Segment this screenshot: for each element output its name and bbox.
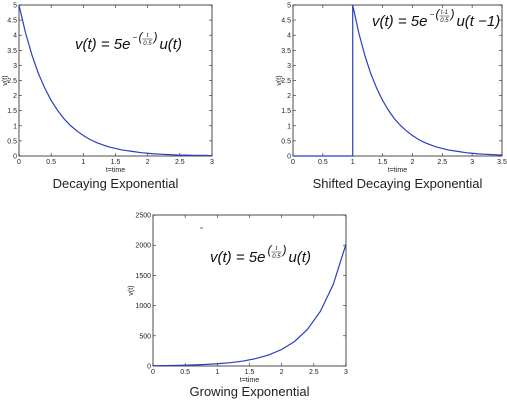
equation-tail: u(t) — [288, 249, 311, 266]
x-tick-label: 3 — [210, 159, 214, 166]
y-axis-label: v(t) — [276, 75, 283, 85]
equation-lead: v(t) = 5e — [210, 249, 265, 266]
chart-title: Shifted Decaying Exponential — [313, 176, 483, 191]
y-tick-label: 1.5 — [281, 108, 291, 115]
x-tick-label: 0 — [291, 159, 295, 166]
y-tick-label: 5 — [287, 3, 291, 10]
y-tick-label: 4.5 — [7, 18, 17, 25]
chart-growing-exponential: 0 0.5 1 1.5 2 2.5 3 0 500 1000 1500 2000 2500 t=time v… — [128, 213, 348, 400]
x-tick-label: 3 — [344, 369, 348, 376]
x-tick-label: 1.5 — [111, 159, 121, 166]
y-tick-label: 0 — [147, 364, 151, 371]
exponent-sign: − — [429, 10, 434, 19]
chart-shifted-decaying-exponential: 0 0.5 1 1.5 2 2.5 3 3.5 0 0.5 1 1.5 2 2.5 3 3.5 4 4.5 5 t=t… — [276, 3, 507, 192]
chart-title: Decaying Exponential — [53, 176, 179, 191]
series-line — [152, 243, 347, 367]
x-tick-label: 3 — [470, 159, 474, 166]
y-tick-label: 0.5 — [281, 138, 291, 145]
x-tick-label: 0 — [151, 369, 155, 376]
y-tick-label: 3.5 — [7, 48, 17, 55]
series-line — [18, 4, 213, 157]
x-tick-label: 0.5 — [318, 159, 328, 166]
y-tick-label: 4 — [13, 33, 17, 40]
y-tick-label: 2500 — [135, 213, 151, 220]
equation-tail: u(t −1) — [456, 13, 500, 30]
exponent-numerator: t — [147, 33, 149, 39]
x-tick-label: 1 — [81, 159, 85, 166]
y-tick-label: 1.5 — [7, 108, 17, 115]
y-tick-label: 2 — [13, 93, 17, 100]
exponent-denominator: 0.5 — [440, 18, 449, 24]
exponent-denominator: 0.5 — [143, 41, 152, 47]
x-tick-label: 2 — [410, 159, 414, 166]
exponent-numerator: t-1 — [441, 10, 448, 16]
x-axis-label: t=time — [240, 377, 259, 384]
x-tick-label: 2.5 — [437, 159, 447, 166]
y-tick-label: 3.5 — [281, 48, 291, 55]
exponent-sign: − — [132, 33, 137, 42]
y-axis-label: v(t) — [2, 75, 9, 85]
equation-tail: u(t) — [159, 36, 182, 53]
x-axis-label: t=time — [388, 167, 407, 174]
chart-title: Growing Exponential — [190, 384, 310, 399]
y-tick-label: 3 — [13, 63, 17, 70]
equation-lead: v(t) = 5e — [75, 36, 130, 53]
y-tick-label: 2 — [287, 93, 291, 100]
x-tick-label: 1 — [351, 159, 355, 166]
y-tick-label: 4 — [287, 33, 291, 40]
x-tick-label: 1.5 — [378, 159, 388, 166]
y-tick-label: 0 — [287, 154, 291, 161]
x-tick-label: 2.5 — [309, 369, 319, 376]
y-tick-label: 2.5 — [281, 78, 291, 85]
y-tick-label: 0 — [13, 154, 17, 161]
plot-frame — [18, 4, 213, 157]
x-tick-label: 0.5 — [180, 369, 190, 376]
x-tick-label: 3.5 — [497, 159, 507, 166]
y-tick-label: 1 — [287, 123, 291, 130]
y-tick-label: 500 — [139, 333, 151, 340]
equation-annotation: v(t) = 5e(t 0.5) u(t) — [210, 243, 311, 266]
y-tick-label: 2.5 — [7, 78, 17, 85]
x-tick-label: 2 — [280, 369, 284, 376]
exponent-paren-left: ( — [267, 243, 273, 257]
x-tick-label: 2 — [146, 159, 150, 166]
y-tick-label: 3 — [287, 63, 291, 70]
exponent-paren-right: ) — [448, 7, 454, 21]
equation-lead: v(t) = 5e — [372, 13, 427, 30]
y-tick-label: 1 — [13, 123, 17, 130]
y-tick-label: 4.5 — [281, 18, 291, 25]
exponent-denominator: 0.5 — [272, 254, 281, 260]
exponent-numerator: t — [276, 246, 278, 252]
chart-decaying-exponential: 0 0.5 1 1.5 2 2.5 3 0 0.5 1 1.5 2 2.5 3 3.5 4 4.5 5 t=time… — [2, 3, 214, 192]
equation-annotation: v(t) = 5e −(t-1 0.5) u(t −1) — [372, 7, 500, 30]
exponent-paren-left: ( — [435, 7, 441, 21]
x-tick-label: 0 — [17, 159, 21, 166]
x-tick-label: 0.5 — [46, 159, 56, 166]
exponent-paren-right: ) — [280, 243, 286, 257]
equation-annotation: v(t) = 5e −(t 0.5) u(t) — [75, 30, 182, 53]
x-tick-label: 2.5 — [175, 159, 185, 166]
x-tick-label: 1 — [215, 369, 219, 376]
y-tick-label: 5 — [13, 3, 17, 10]
exponent-paren-left: ( — [138, 30, 144, 44]
series-line — [293, 4, 503, 157]
y-tick-label: 1000 — [135, 303, 151, 310]
y-tick-label: 1500 — [135, 273, 151, 280]
x-axis-label: t=time — [106, 167, 125, 174]
y-tick-label: 0.5 — [7, 138, 17, 145]
plot-frame — [152, 214, 347, 367]
y-axis-label: v(t) — [128, 285, 135, 295]
x-tick-label: 1.5 — [245, 369, 255, 376]
y-tick-label: 2000 — [135, 243, 151, 250]
exponent-paren-right: ) — [151, 30, 157, 44]
